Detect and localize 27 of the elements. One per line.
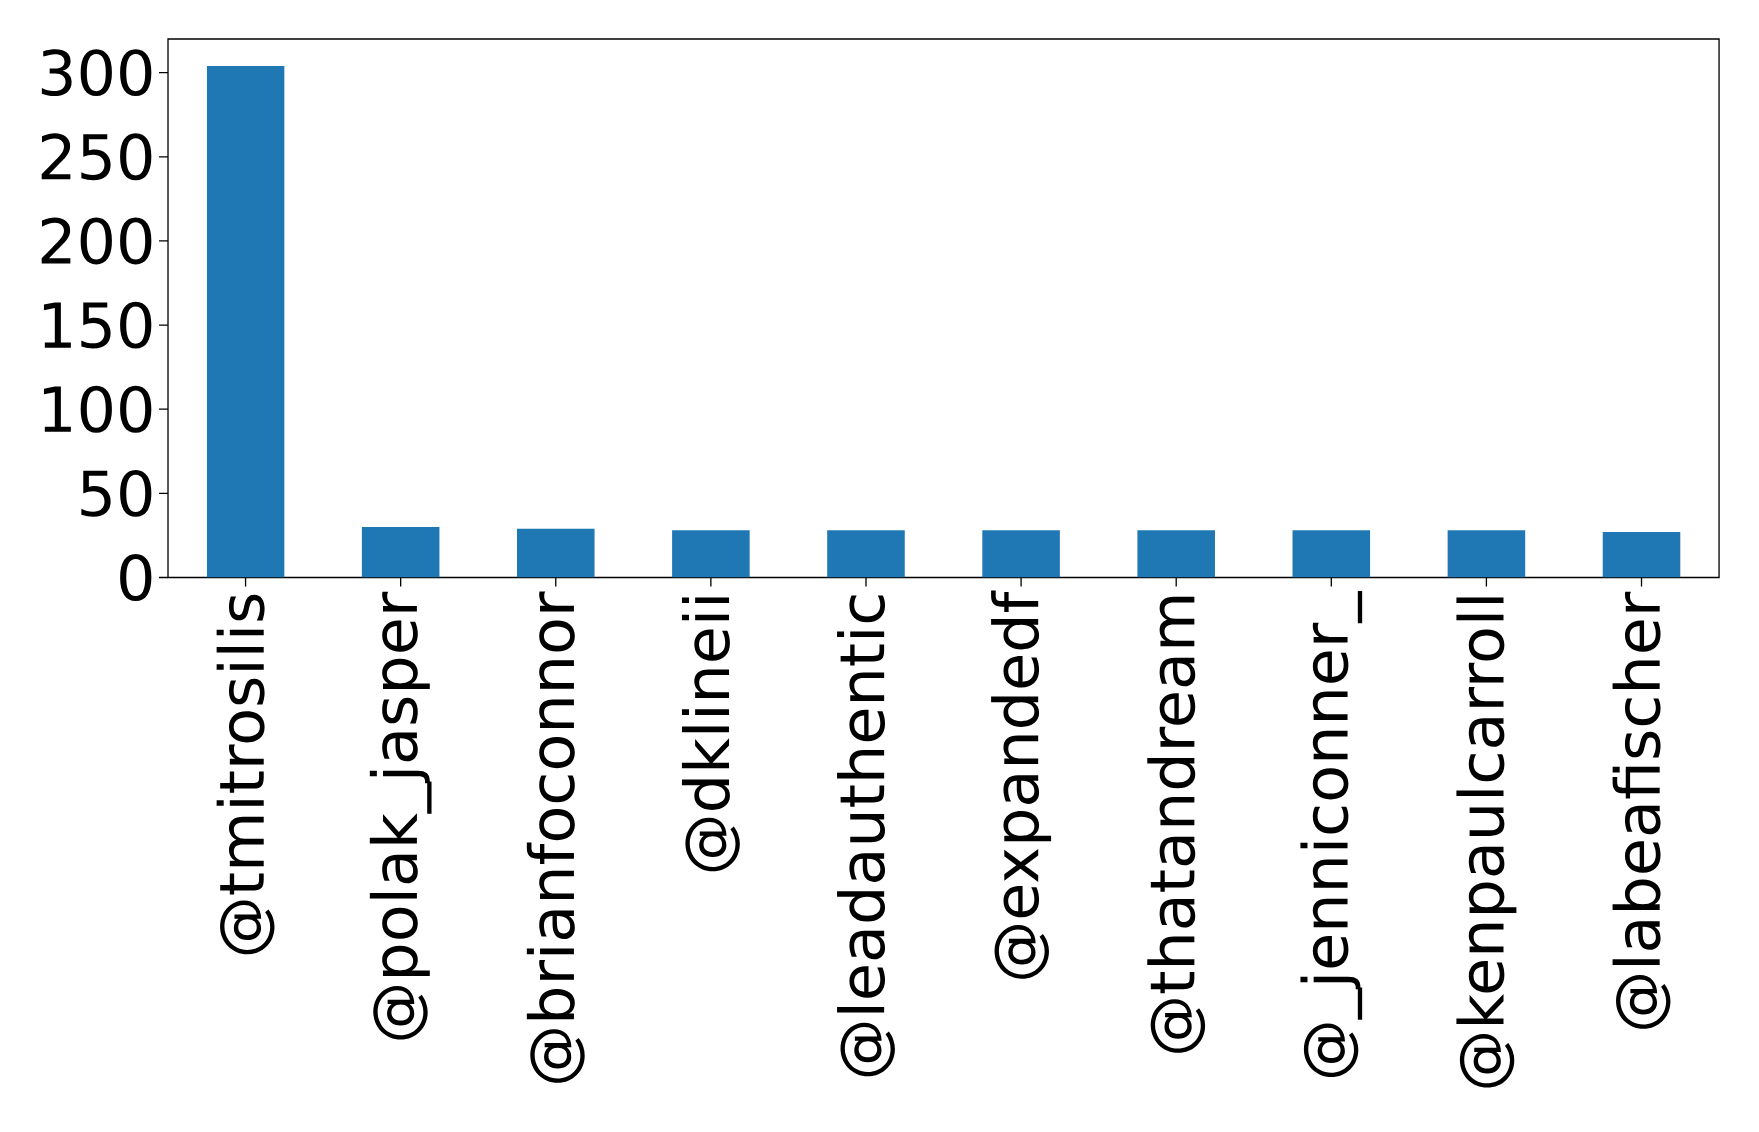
x-tick-label: @_jenniconner_: [1300, 591, 1363, 1078]
y-tick-label: 150: [43, 301, 152, 349]
x-tick-label: @dklineii: [681, 597, 740, 872]
x-tick-label: @expandedf: [991, 590, 1052, 979]
y-tick-label: 0: [120, 554, 152, 601]
bar: [206, 65, 285, 578]
x-tick-label: @thatandream: [1147, 596, 1206, 1053]
y-tick-label: 200: [41, 217, 152, 265]
bar: [517, 528, 595, 578]
bar: [672, 530, 750, 578]
x-tick-label: @polak_jasper: [369, 591, 432, 1040]
bar: [982, 530, 1060, 578]
y-tick-label: 100: [43, 385, 152, 433]
bar: [361, 527, 440, 578]
x-tick-label: @kenpaulcarroll: [1456, 597, 1517, 1088]
x-tick-label: @leadauthentic: [837, 595, 895, 1077]
bar: [1292, 530, 1371, 578]
bar: [1137, 530, 1215, 578]
y-tick-label: 300: [41, 49, 152, 97]
x-tick-label: @brianfoconnor: [526, 591, 585, 1083]
y-tick-label: 250: [41, 133, 152, 181]
x-tick-label: @labeafischer: [1612, 591, 1671, 1029]
bar: [1602, 532, 1681, 578]
bar: [1447, 530, 1526, 578]
bar: [827, 530, 905, 578]
x-tick-label: @tmitrosilis: [216, 594, 275, 955]
y-tick-label: 50: [81, 469, 152, 517]
